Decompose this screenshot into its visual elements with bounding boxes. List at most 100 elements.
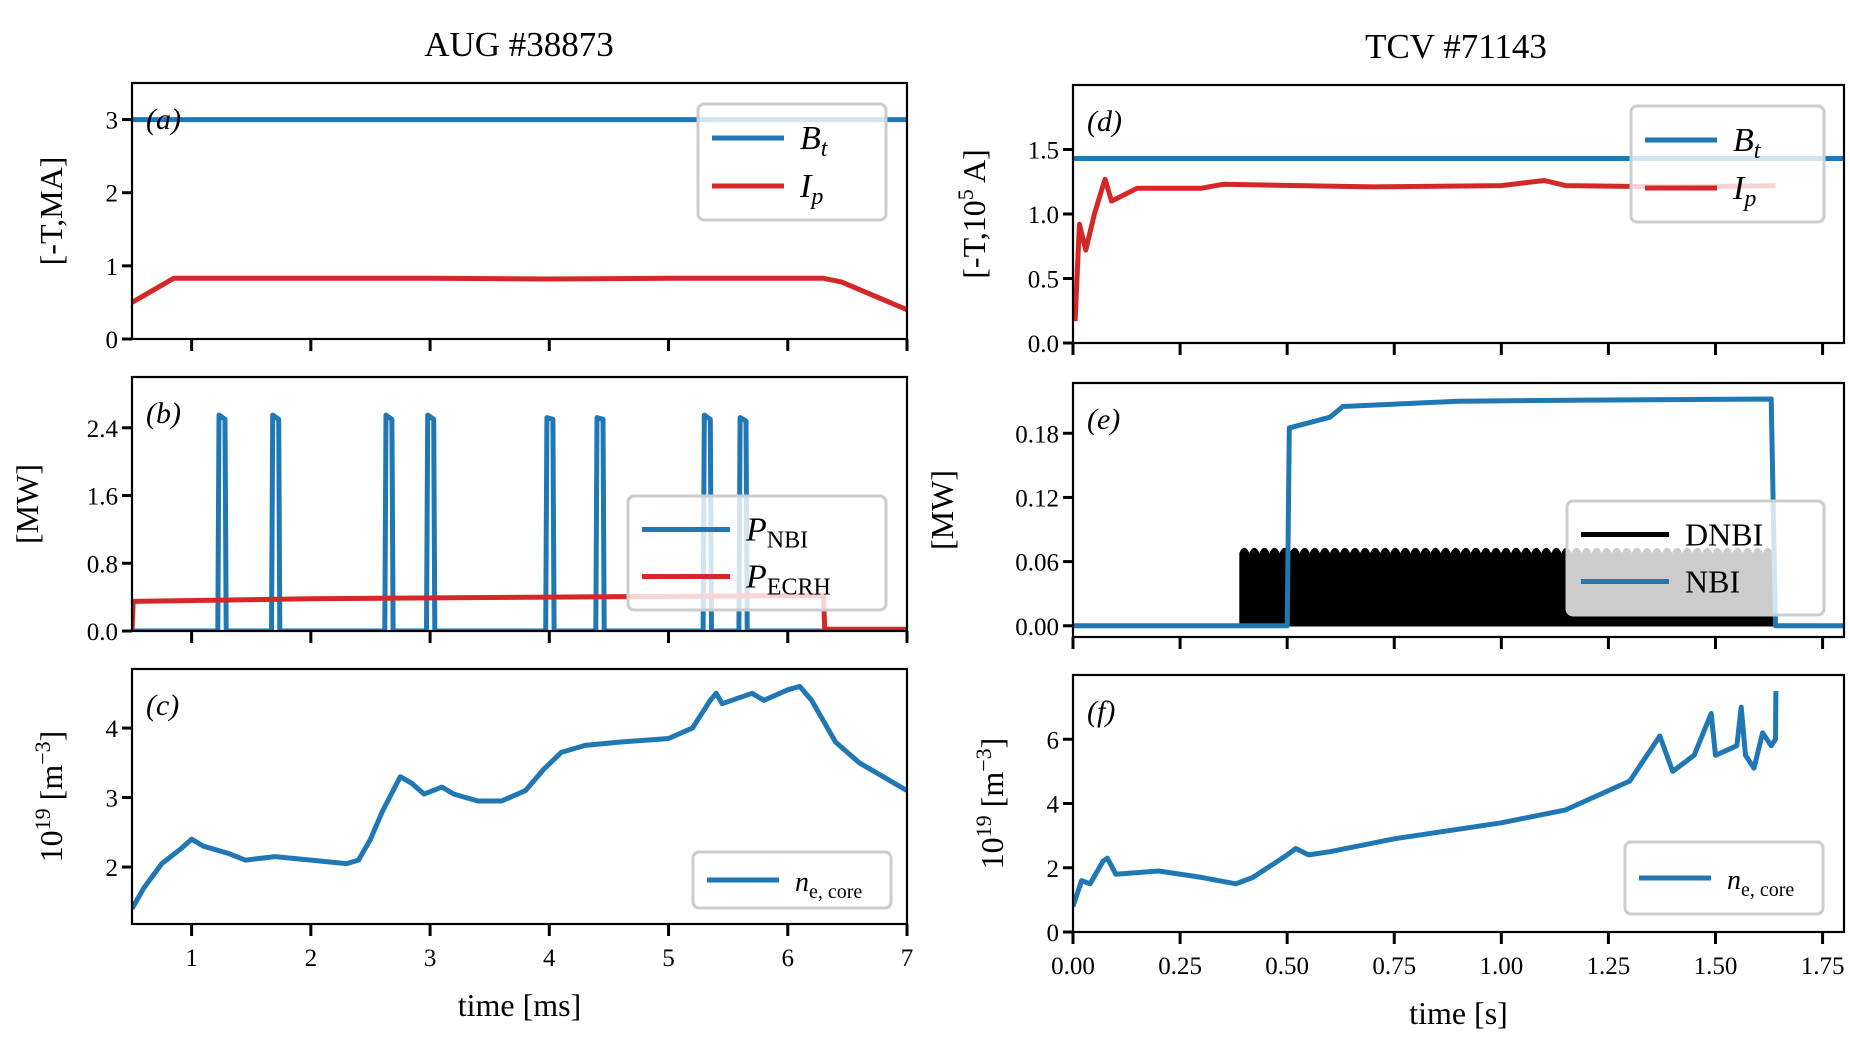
legend-entry: Bt: [1733, 122, 1762, 164]
y-tick-label: 0: [106, 327, 119, 354]
legend-box: [626, 494, 888, 612]
y-tick-label: 0.06: [1015, 550, 1059, 577]
y-tick-label: 0.0: [87, 619, 118, 646]
legend-entry: PNBI: [745, 512, 808, 554]
panel-label: (d): [1087, 105, 1122, 138]
y-tick-label: 0.5: [1028, 267, 1059, 294]
series-group: [1073, 691, 1779, 908]
y-tick-label: 2: [106, 181, 119, 208]
series-line-n-e-core: [132, 683, 907, 910]
y-label-close: ]: [33, 731, 69, 742]
legend-entry: Ip: [1732, 170, 1756, 212]
y-tick-label: 0.00: [1015, 614, 1059, 641]
legend-entry-subscript: e, core: [1741, 879, 1794, 901]
y-tick-label: 2: [1047, 856, 1060, 883]
legend-entry-subscript: NBI: [767, 528, 808, 554]
panel-e: 0.00 0.06 0.12 0.18 (e) [MW] DNBI NBI: [924, 381, 1846, 649]
panel-label: (e): [1087, 403, 1120, 436]
panel-f: 0 2 4 6 0.00 0.25 0.50 0.75 1.00 1.25 1.50 1.75 (f) 1…: [971, 673, 1846, 1031]
y-label-base: 10: [33, 830, 69, 862]
y-tick-label: 6: [1047, 727, 1060, 754]
y-tick-label: 0.12: [1015, 485, 1059, 512]
legend-box: [696, 102, 888, 222]
series-line-i-p: [1073, 176, 1776, 322]
y-label-exponent: 19: [971, 815, 996, 837]
legend-entry-symbol: n: [795, 867, 809, 898]
x-tick-label: 3: [424, 945, 437, 972]
y-tick-label: 0.8: [87, 551, 118, 578]
x-tick-label: 0.25: [1158, 953, 1202, 980]
legend-entry: ne, core: [795, 867, 862, 903]
legend-entry: DNBI: [1685, 517, 1763, 553]
legend-entry-subscript: t: [821, 136, 829, 162]
y-axis-label: [-T,105 A]: [953, 149, 992, 278]
y-tick-label: 4: [106, 716, 119, 743]
legend: ne, core: [1623, 840, 1825, 916]
axes-frame: [130, 375, 909, 633]
legend-entry-symbol: I: [799, 168, 813, 205]
x-tick-label: 2: [305, 945, 318, 972]
left-column-title: AUG #38873: [424, 25, 614, 64]
x-tick-label: 6: [782, 945, 795, 972]
panel-label: (b): [146, 397, 181, 430]
y-tick-label: 1.6: [87, 484, 118, 511]
x-tick-label: 4: [543, 945, 556, 972]
panel-c: 2 3 4 1 2 3 4 5 6 7 (c) 1019 [m−3] time [ms] ne, core: [30, 667, 914, 1023]
x-axis-label: time [s]: [1409, 995, 1508, 1031]
y-tick-label: 0: [1047, 920, 1060, 947]
series-line-p-ecrh: [132, 592, 907, 631]
x-tick-label: 1.25: [1587, 953, 1631, 980]
panel-label: (a): [146, 103, 181, 136]
axes-frame: [1071, 381, 1846, 639]
legend-entry-subscript: p: [809, 184, 823, 210]
right-column-title: TCV #71143: [1365, 27, 1547, 66]
legend-entry: Bt: [800, 120, 829, 162]
legend-entry-subscript: p: [1742, 186, 1756, 212]
x-axis-label: time [ms]: [458, 987, 582, 1023]
legend-entry: Ip: [799, 168, 823, 210]
x-tick-label: 0.00: [1051, 953, 1095, 980]
legend-entry-symbol: I: [1732, 170, 1746, 207]
y-label-exponent: 19: [30, 808, 55, 830]
y-tick-label: 4: [1047, 792, 1060, 819]
y-tick-label: 3: [106, 786, 119, 813]
legend-box: [1565, 499, 1826, 617]
x-tick-label: 1.00: [1479, 953, 1523, 980]
y-label-unit-exponent: −3: [30, 741, 55, 764]
y-axis-label: [MW]: [924, 470, 960, 550]
legend-entry: PECRH: [745, 559, 831, 601]
x-tick-label: 7: [901, 945, 914, 972]
y-tick-label: 3: [106, 108, 119, 135]
y-tick-label: 0.18: [1015, 421, 1059, 448]
x-tick-label: 0.75: [1372, 953, 1416, 980]
legend-entry-subscript: e, core: [809, 881, 862, 903]
legend-entry-subscript: ECRH: [767, 575, 831, 601]
legend-entry-symbol: n: [1727, 865, 1741, 896]
x-tick-label: 0.50: [1265, 953, 1309, 980]
legend-entry-subscript: t: [1754, 138, 1762, 164]
legend-entry-symbol: B: [800, 120, 821, 157]
legend-box: [1623, 840, 1825, 916]
series-line-i-p: [132, 275, 907, 313]
y-label-unit-exponent: −3: [971, 748, 996, 771]
legend: DNBI NBI: [1565, 499, 1826, 617]
legend-entry-symbol: B: [1733, 122, 1754, 159]
y-tick-label: 2: [106, 855, 119, 882]
y-tick-label: 1.0: [1028, 202, 1059, 229]
legend-entry-symbol: P: [745, 512, 767, 549]
x-tick-label: 1.75: [1801, 953, 1845, 980]
y-label-base: [-T,10: [956, 200, 992, 278]
y-axis-label: 1019 [m−3]: [30, 731, 69, 863]
y-tick-label: 1.5: [1028, 138, 1059, 165]
y-tick-label: 1: [106, 254, 119, 281]
axes-frame: [130, 81, 909, 341]
y-axis-label: [-T,MA]: [33, 157, 69, 266]
series-line-n-e-core: [1073, 691, 1779, 908]
legend-entry: ne, core: [1727, 865, 1794, 901]
